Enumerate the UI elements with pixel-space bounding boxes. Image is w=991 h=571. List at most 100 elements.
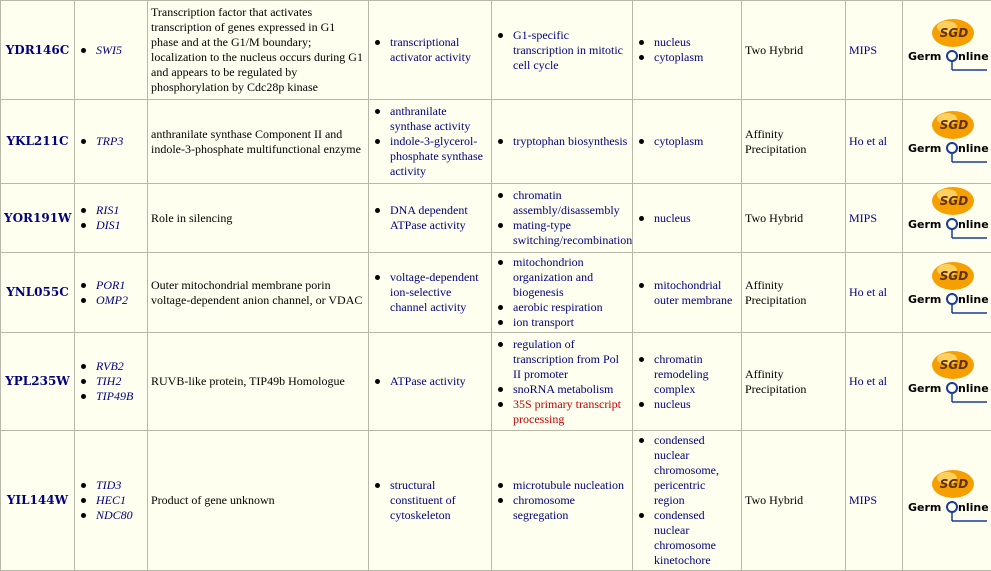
go-function-list: DNA dependent ATPase activity [372,203,488,233]
source[interactable]: MIPS [846,1,903,100]
systematic-name[interactable]: YOR191W [1,184,75,253]
online-ring [947,502,957,512]
germ-label: Germ [908,501,941,514]
go-process-list: mitochondrion organization and biogenesi… [495,255,629,330]
component-cell: condensed nuclear chromosome, pericentri… [633,431,742,571]
function-cell: DNA dependent ATPase activity [369,184,492,253]
germ-label: Germ [908,293,941,306]
gene-name-list: SWI5 [78,43,144,58]
online-label: nline [958,501,989,514]
description: Role in silencing [148,184,369,253]
go-process: tryptophan biosynthesis [509,134,629,149]
online-label: nline [958,293,989,306]
germ-label: Germ [908,50,941,63]
gene-name: TIH2 [92,374,144,389]
online-ring [947,294,957,304]
go-function-list: ATPase activity [372,374,488,389]
source[interactable]: MIPS [846,184,903,253]
component-cell: cytoplasm [633,100,742,184]
systematic-name[interactable]: YPL235W [1,333,75,431]
sgd-label: SGD [940,477,968,491]
function-cell: structural constituent of cytoskeleton [369,431,492,571]
logo[interactable]: SGD Germ nline [905,108,989,172]
sgd-label: SGD [940,358,968,372]
go-component: cytoplasm [650,134,738,149]
germ-label: Germ [908,382,941,395]
go-component-list: nucleus [636,211,738,226]
systematic-name[interactable]: YDR146C [1,1,75,100]
function-cell: transcriptional activator activity [369,1,492,100]
description: Transcription factor that activates tran… [148,1,369,100]
go-component: nucleus [650,211,738,226]
gene-name: RVB2 [92,359,144,374]
gene-name: RIS1 [92,203,144,218]
systematic-name[interactable]: YNL055C [1,253,75,333]
process-cell: G1-specific transcription in mitotic cel… [492,1,633,100]
source[interactable]: Ho et al [846,253,903,333]
go-function-list: transcriptional activator activity [372,35,488,65]
go-process: snoRNA metabolism [509,382,629,397]
method: Two Hybrid [742,184,846,253]
go-process: 35S primary transcript processing [509,397,629,427]
go-function: transcriptional activator activity [386,35,488,65]
go-process: chromosome segregation [509,493,629,523]
logo[interactable]: SGD Germ nline [905,348,989,412]
sgd-label: SGD [940,194,968,208]
go-component: nucleus [650,397,738,412]
process-cell: regulation of transcription from Pol II … [492,333,633,431]
go-process: aerobic respiration [509,300,629,315]
online-ring [947,51,957,61]
gene-names-cell: TRP3 [75,100,148,184]
go-process: G1-specific transcription in mitotic cel… [509,28,629,73]
germ-label: Germ [908,142,941,155]
systematic-name[interactable]: YIL144W [1,431,75,571]
go-process: regulation of transcription from Pol II … [509,337,629,382]
go-process: mating-type switching/recombination [509,218,629,248]
logo[interactable]: SGD Germ nline [905,467,989,531]
online-label: nline [958,142,989,155]
go-process-list: tryptophan biosynthesis [495,134,629,149]
go-process-list: G1-specific transcription in mitotic cel… [495,28,629,73]
online-ring [947,143,957,153]
logo-cell: SGD Germ nline [903,100,991,184]
method: Affinity Precipitation [742,253,846,333]
go-function: structural constituent of cytoskeleton [386,478,488,523]
go-component: condensed nuclear chromosome, pericentri… [650,433,738,508]
online-ring [947,383,957,393]
description: Product of gene unknown [148,431,369,571]
source[interactable]: Ho et al [846,333,903,431]
gene-name: NDC80 [92,508,144,523]
systematic-name[interactable]: YKL211C [1,100,75,184]
gene-name: HEC1 [92,493,144,508]
method: Affinity Precipitation [742,333,846,431]
online-label: nline [958,382,989,395]
go-process: chromatin assembly/disassembly [509,188,629,218]
source[interactable]: Ho et al [846,100,903,184]
function-cell: voltage-dependent ion-selective channel … [369,253,492,333]
go-process: microtubule nucleation [509,478,629,493]
source[interactable]: MIPS [846,431,903,571]
gene-name: POR1 [92,278,144,293]
description: Outer mitochondrial membrane porin volta… [148,253,369,333]
component-cell: mitochondrial outer membrane [633,253,742,333]
component-cell: nucleus [633,184,742,253]
sgd-label: SGD [940,118,968,132]
go-function: DNA dependent ATPase activity [386,203,488,233]
